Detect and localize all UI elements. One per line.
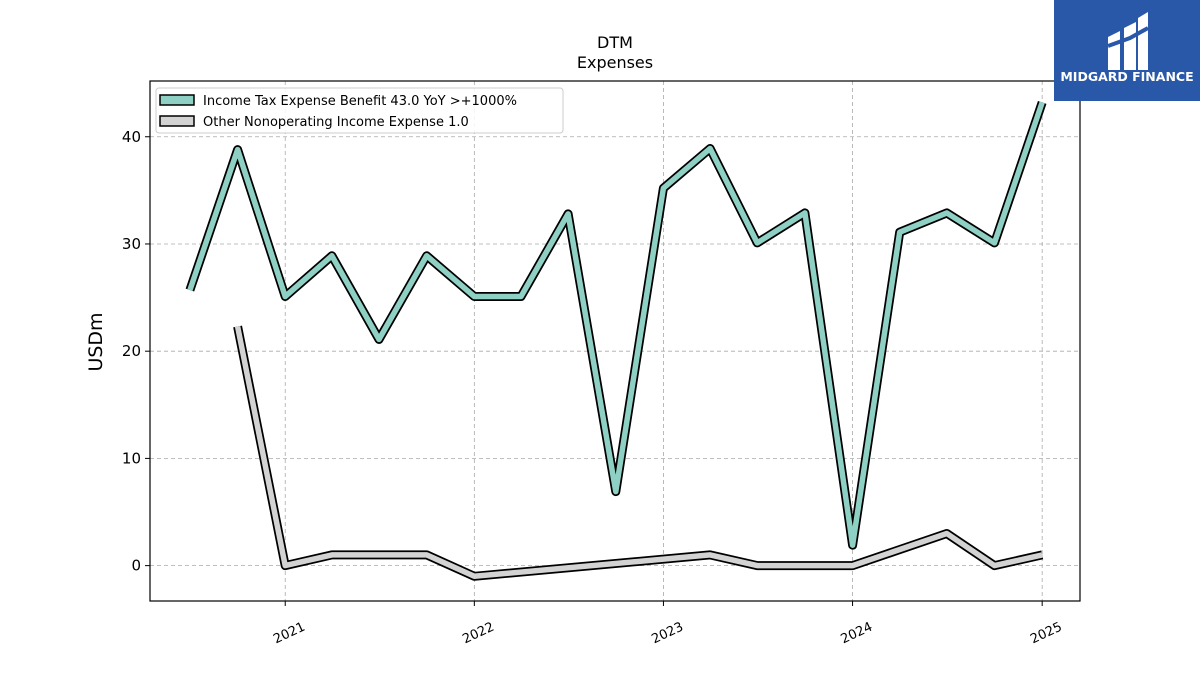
- legend-swatch-2: [159, 115, 195, 127]
- legend-box: [155, 87, 564, 134]
- legend-swatch-1: [159, 94, 195, 106]
- logo-mark-icon: [1107, 12, 1149, 70]
- y-tick-label: 30: [122, 235, 141, 253]
- x-tick-label: 2023: [649, 620, 685, 648]
- legend: Income Tax Expense Benefit 43.0 YoY >+10…: [155, 87, 564, 134]
- logo-text: MIDGARD FINANCE: [1060, 69, 1194, 84]
- chart-title: DTM: [597, 33, 633, 52]
- y-axis-label: USDm: [85, 312, 107, 371]
- plot-frame: [149, 80, 1081, 602]
- legend-label-1: Income Tax Expense Benefit 43.0 YoY >+10…: [203, 94, 517, 109]
- brand-logo: MIDGARD FINANCE: [1054, 0, 1200, 101]
- y-tick-label: 0: [131, 557, 141, 575]
- x-tick-label: 2022: [460, 620, 496, 648]
- chart-subtitle: Expenses: [577, 53, 653, 72]
- grid-lines: [150, 81, 1080, 601]
- legend-label-2: Other Nonoperating Income Expense 1.0: [203, 115, 469, 130]
- x-tick-label: 2021: [271, 620, 307, 648]
- series-line-2: [234, 325, 1043, 580]
- y-tick-label: 40: [122, 128, 141, 146]
- y-tick-label: 10: [122, 449, 141, 467]
- y-tick-label: 20: [122, 342, 141, 360]
- x-tick-label: 2024: [839, 620, 875, 648]
- series-layer: [185, 100, 1047, 581]
- series-line-1: [187, 101, 1045, 548]
- x-tick-label: 2025: [1028, 620, 1064, 648]
